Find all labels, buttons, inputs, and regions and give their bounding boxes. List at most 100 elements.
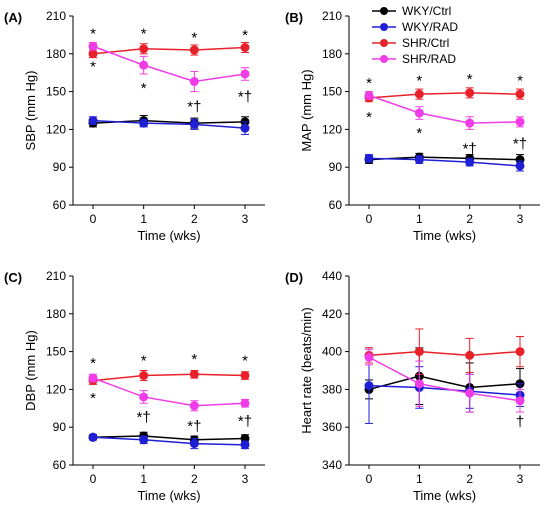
data-point [189, 119, 199, 129]
panel-label: (B) [285, 10, 303, 25]
legend-marker [380, 39, 388, 47]
series-line [92, 119, 246, 129]
significance-marker: *† [187, 99, 201, 116]
data-point [139, 371, 149, 381]
data-point [139, 60, 149, 70]
chart-panel-4: (D) 340 360 380 400 420 440 0 1 2 3 Time (wks) Heart… [285, 269, 540, 503]
y-tick-label: 60 [329, 198, 343, 212]
series-shr-rad [88, 373, 250, 412]
series-line [368, 94, 521, 124]
legend-label: WKY/RAD [402, 20, 458, 34]
data-point [240, 440, 250, 450]
significance-marker: * [90, 355, 96, 372]
significance-marker: * [191, 351, 197, 368]
data-point [465, 157, 475, 167]
y-tick-label: 210 [46, 9, 66, 23]
y-tick-label: 60 [53, 198, 67, 212]
data-point [465, 388, 475, 398]
y-axis-title: Heart rate (beats/min) [299, 307, 314, 433]
y-tick-label: 340 [322, 458, 342, 472]
y-tick-label: 210 [322, 9, 342, 23]
significance-marker: * [141, 26, 147, 43]
series-line [92, 373, 246, 382]
data-point [189, 369, 199, 379]
data-point [88, 116, 98, 126]
x-axis-title: Time (wks) [137, 488, 200, 503]
data-point [414, 347, 424, 357]
y-tick-label: 90 [53, 160, 67, 174]
data-point [189, 439, 199, 449]
y-tick-label: 150 [322, 85, 342, 99]
x-axis-title: Time (wks) [413, 228, 476, 243]
series-shr-rad [88, 41, 250, 93]
x-tick-label: 1 [416, 212, 423, 226]
data-point [240, 69, 250, 79]
series-line [92, 377, 246, 407]
x-tick-label: 3 [517, 472, 524, 486]
data-point [240, 398, 250, 408]
x-tick-label: 2 [191, 212, 198, 226]
legend-marker [380, 55, 388, 63]
series-line [368, 350, 521, 357]
data-point [139, 44, 149, 54]
x-tick-label: 2 [466, 472, 473, 486]
x-tick-label: 3 [517, 212, 524, 226]
data-point [139, 435, 149, 445]
y-tick-label: 380 [322, 382, 342, 396]
legend-label: WKY/Ctrl [402, 4, 451, 18]
significance-marker: *† [238, 89, 252, 106]
series-shr-rad [364, 349, 525, 413]
data-point [515, 117, 525, 127]
x-tick-label: 2 [466, 212, 473, 226]
y-tick-label: 180 [322, 47, 342, 61]
data-point [189, 401, 199, 411]
significance-marker: * [90, 26, 96, 43]
data-point [364, 352, 374, 362]
panel-label: (D) [285, 270, 303, 285]
data-point [515, 89, 525, 99]
series-line [368, 92, 521, 99]
series-shr-ctrl [88, 369, 250, 386]
series-line [368, 375, 521, 391]
y-tick-label: 150 [46, 85, 66, 99]
data-point [414, 155, 424, 165]
y-tick-label: 360 [322, 420, 342, 434]
significance-marker: *† [463, 140, 477, 157]
x-tick-label: 1 [140, 212, 147, 226]
data-point [189, 45, 199, 55]
y-tick-label: 120 [322, 122, 342, 136]
significance-marker: * [517, 72, 523, 89]
x-axis-title: Time (wks) [137, 228, 200, 243]
data-point [189, 77, 199, 87]
data-point [88, 373, 98, 383]
data-point [240, 123, 250, 133]
significance-marker: *† [137, 409, 151, 426]
data-point [414, 89, 424, 99]
x-tick-label: 1 [416, 472, 423, 486]
significance-marker: * [416, 125, 422, 142]
significance-marker: * [366, 109, 372, 126]
y-axis-title: MAP (mm Hg) [299, 69, 314, 151]
significance-marker: * [366, 75, 372, 92]
series-shr-ctrl [364, 87, 525, 103]
legend-label: SHR/RAD [402, 52, 456, 66]
data-point [139, 118, 149, 128]
data-point [414, 108, 424, 118]
data-point [515, 161, 525, 171]
y-tick-label: 120 [46, 122, 66, 136]
x-tick-label: 1 [140, 472, 147, 486]
series-shr-ctrl [88, 41, 250, 59]
data-point [88, 432, 98, 442]
panel-label: (C) [4, 270, 22, 285]
y-tick-label: 90 [53, 420, 67, 434]
data-point [515, 347, 525, 357]
data-point [465, 118, 475, 128]
x-tick-label: 0 [366, 472, 373, 486]
data-point [364, 90, 374, 100]
significance-marker: * [90, 58, 96, 75]
significance-marker: * [141, 352, 147, 369]
significance-marker: * [467, 71, 473, 88]
x-tick-label: 0 [90, 472, 97, 486]
y-tick-label: 90 [329, 160, 343, 174]
